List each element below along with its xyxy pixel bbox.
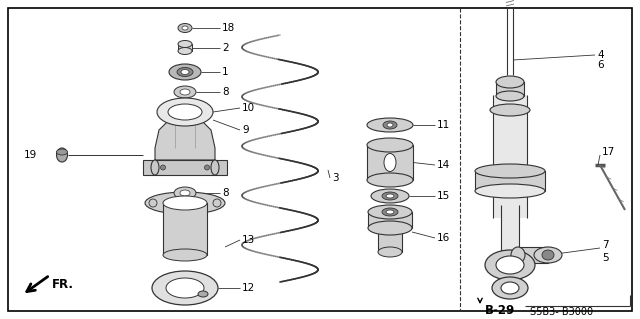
Text: 9: 9 bbox=[242, 125, 248, 135]
Ellipse shape bbox=[56, 149, 67, 155]
Ellipse shape bbox=[368, 221, 412, 235]
Ellipse shape bbox=[213, 199, 221, 207]
Ellipse shape bbox=[496, 91, 524, 101]
Text: 7: 7 bbox=[602, 240, 609, 250]
Ellipse shape bbox=[56, 148, 67, 162]
Bar bbox=[518, 247, 548, 263]
Text: 11: 11 bbox=[437, 120, 451, 130]
Ellipse shape bbox=[367, 118, 413, 132]
Ellipse shape bbox=[169, 64, 201, 80]
Bar bbox=[378, 228, 402, 252]
Ellipse shape bbox=[382, 192, 398, 200]
Bar bbox=[178, 44, 192, 51]
Text: 13: 13 bbox=[242, 235, 255, 245]
Ellipse shape bbox=[157, 98, 213, 126]
Text: S5B3- B3000: S5B3- B3000 bbox=[530, 307, 593, 317]
Text: 14: 14 bbox=[437, 160, 451, 170]
Ellipse shape bbox=[166, 278, 204, 298]
Text: 3: 3 bbox=[332, 173, 339, 183]
Text: B-29: B-29 bbox=[485, 303, 515, 316]
Ellipse shape bbox=[181, 70, 189, 75]
Ellipse shape bbox=[180, 190, 190, 196]
Text: 10: 10 bbox=[242, 103, 255, 113]
Ellipse shape bbox=[511, 247, 525, 263]
Text: 1: 1 bbox=[222, 67, 228, 77]
Ellipse shape bbox=[382, 208, 398, 216]
Ellipse shape bbox=[501, 282, 519, 294]
Ellipse shape bbox=[182, 26, 188, 30]
Ellipse shape bbox=[151, 160, 159, 175]
Ellipse shape bbox=[367, 173, 413, 187]
Ellipse shape bbox=[383, 121, 397, 129]
Ellipse shape bbox=[542, 250, 554, 260]
Ellipse shape bbox=[178, 41, 192, 48]
Ellipse shape bbox=[211, 160, 219, 175]
Ellipse shape bbox=[475, 184, 545, 198]
Text: 6: 6 bbox=[597, 60, 604, 70]
Ellipse shape bbox=[178, 48, 192, 55]
Text: FR.: FR. bbox=[52, 278, 74, 292]
Ellipse shape bbox=[367, 138, 413, 152]
Ellipse shape bbox=[386, 194, 394, 198]
Text: 19: 19 bbox=[24, 150, 37, 160]
Ellipse shape bbox=[177, 68, 193, 77]
Text: 5: 5 bbox=[602, 253, 609, 263]
Ellipse shape bbox=[490, 104, 530, 116]
Ellipse shape bbox=[492, 277, 528, 299]
Text: 2: 2 bbox=[222, 43, 228, 53]
Text: 17: 17 bbox=[602, 147, 615, 157]
Ellipse shape bbox=[205, 165, 209, 170]
Ellipse shape bbox=[163, 249, 207, 261]
Text: 18: 18 bbox=[222, 23, 236, 33]
Ellipse shape bbox=[386, 210, 394, 214]
Ellipse shape bbox=[174, 86, 196, 98]
Bar bbox=[368, 212, 412, 228]
Text: 4: 4 bbox=[597, 50, 604, 60]
Ellipse shape bbox=[168, 104, 202, 120]
Ellipse shape bbox=[163, 196, 207, 210]
Bar bbox=[367, 145, 413, 180]
Polygon shape bbox=[143, 160, 227, 175]
Text: 8: 8 bbox=[222, 87, 228, 97]
Ellipse shape bbox=[174, 187, 196, 199]
Ellipse shape bbox=[180, 89, 190, 95]
Ellipse shape bbox=[368, 205, 412, 219]
Polygon shape bbox=[155, 122, 215, 160]
Ellipse shape bbox=[475, 164, 545, 178]
Ellipse shape bbox=[496, 256, 524, 274]
Ellipse shape bbox=[384, 153, 396, 172]
Ellipse shape bbox=[178, 24, 192, 33]
Text: 16: 16 bbox=[437, 233, 451, 243]
Bar bbox=[163, 203, 207, 255]
Ellipse shape bbox=[387, 123, 393, 127]
Ellipse shape bbox=[496, 76, 524, 88]
Ellipse shape bbox=[149, 199, 157, 207]
Ellipse shape bbox=[378, 247, 402, 257]
Bar bbox=[501, 205, 519, 255]
Ellipse shape bbox=[198, 291, 208, 297]
Bar bbox=[496, 82, 524, 96]
Ellipse shape bbox=[534, 247, 562, 263]
Bar bbox=[493, 95, 527, 218]
Ellipse shape bbox=[371, 189, 409, 203]
Text: 15: 15 bbox=[437, 191, 451, 201]
Ellipse shape bbox=[485, 250, 535, 280]
Ellipse shape bbox=[145, 192, 225, 214]
Bar bbox=[475, 171, 545, 191]
Text: 8: 8 bbox=[222, 188, 228, 198]
Text: 12: 12 bbox=[242, 283, 255, 293]
Ellipse shape bbox=[161, 165, 166, 170]
Ellipse shape bbox=[152, 271, 218, 305]
